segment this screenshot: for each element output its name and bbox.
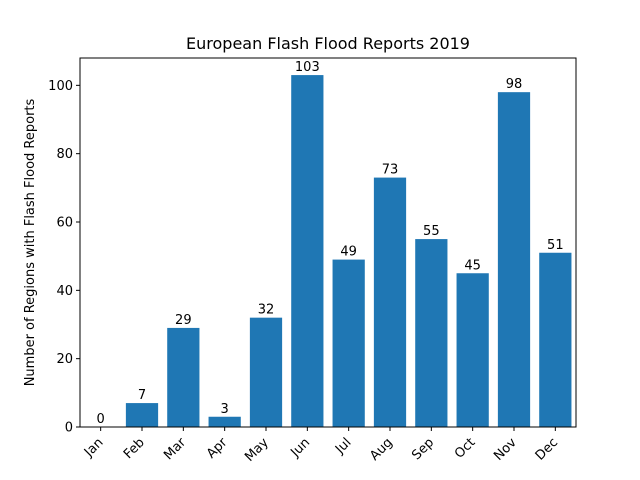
- value-label-jun: 103: [295, 60, 320, 75]
- y-tick-label: 100: [48, 79, 73, 94]
- value-label-aug: 73: [382, 163, 399, 178]
- y-axis: 0 20 40 60 80 100: [48, 79, 80, 436]
- value-labels-layer: 0 7 29 3 32 103 49 73 55 45 98 51: [97, 60, 564, 427]
- y-tick-label: 0: [65, 421, 73, 436]
- plot-frame: [79, 57, 577, 428]
- bar-mar: [167, 327, 200, 427]
- y-tick-label: 40: [56, 284, 73, 299]
- y-tick-label: 80: [56, 147, 73, 162]
- value-label-dec: 51: [547, 238, 564, 253]
- value-label-feb: 7: [138, 388, 146, 403]
- bar-nov: [497, 92, 531, 428]
- value-label-apr: 3: [221, 402, 229, 417]
- bar-jul: [332, 259, 365, 427]
- value-label-jul: 49: [340, 245, 357, 260]
- bar-may: [249, 317, 283, 427]
- y-axis-label: Number of Regions with Flash Flood Repor…: [23, 98, 38, 386]
- bar-sep: [415, 239, 448, 427]
- bar-jun: [291, 75, 324, 427]
- y-tick-label: 20: [56, 352, 73, 367]
- bar-oct: [456, 273, 489, 427]
- bars-layer: [125, 75, 572, 428]
- value-label-may: 32: [258, 303, 275, 318]
- y-tick-label: 60: [56, 216, 73, 231]
- bar-dec: [539, 252, 572, 427]
- chart-title: European Flash Flood Reports 2019: [186, 34, 470, 53]
- bar-feb: [125, 403, 159, 427]
- value-label-jan: 0: [97, 412, 105, 427]
- value-label-sep: 55: [423, 224, 440, 239]
- value-label-oct: 45: [464, 258, 481, 273]
- bar-apr: [208, 416, 241, 427]
- bar-aug: [373, 177, 407, 427]
- value-label-nov: 98: [506, 77, 523, 92]
- value-label-mar: 29: [175, 313, 192, 328]
